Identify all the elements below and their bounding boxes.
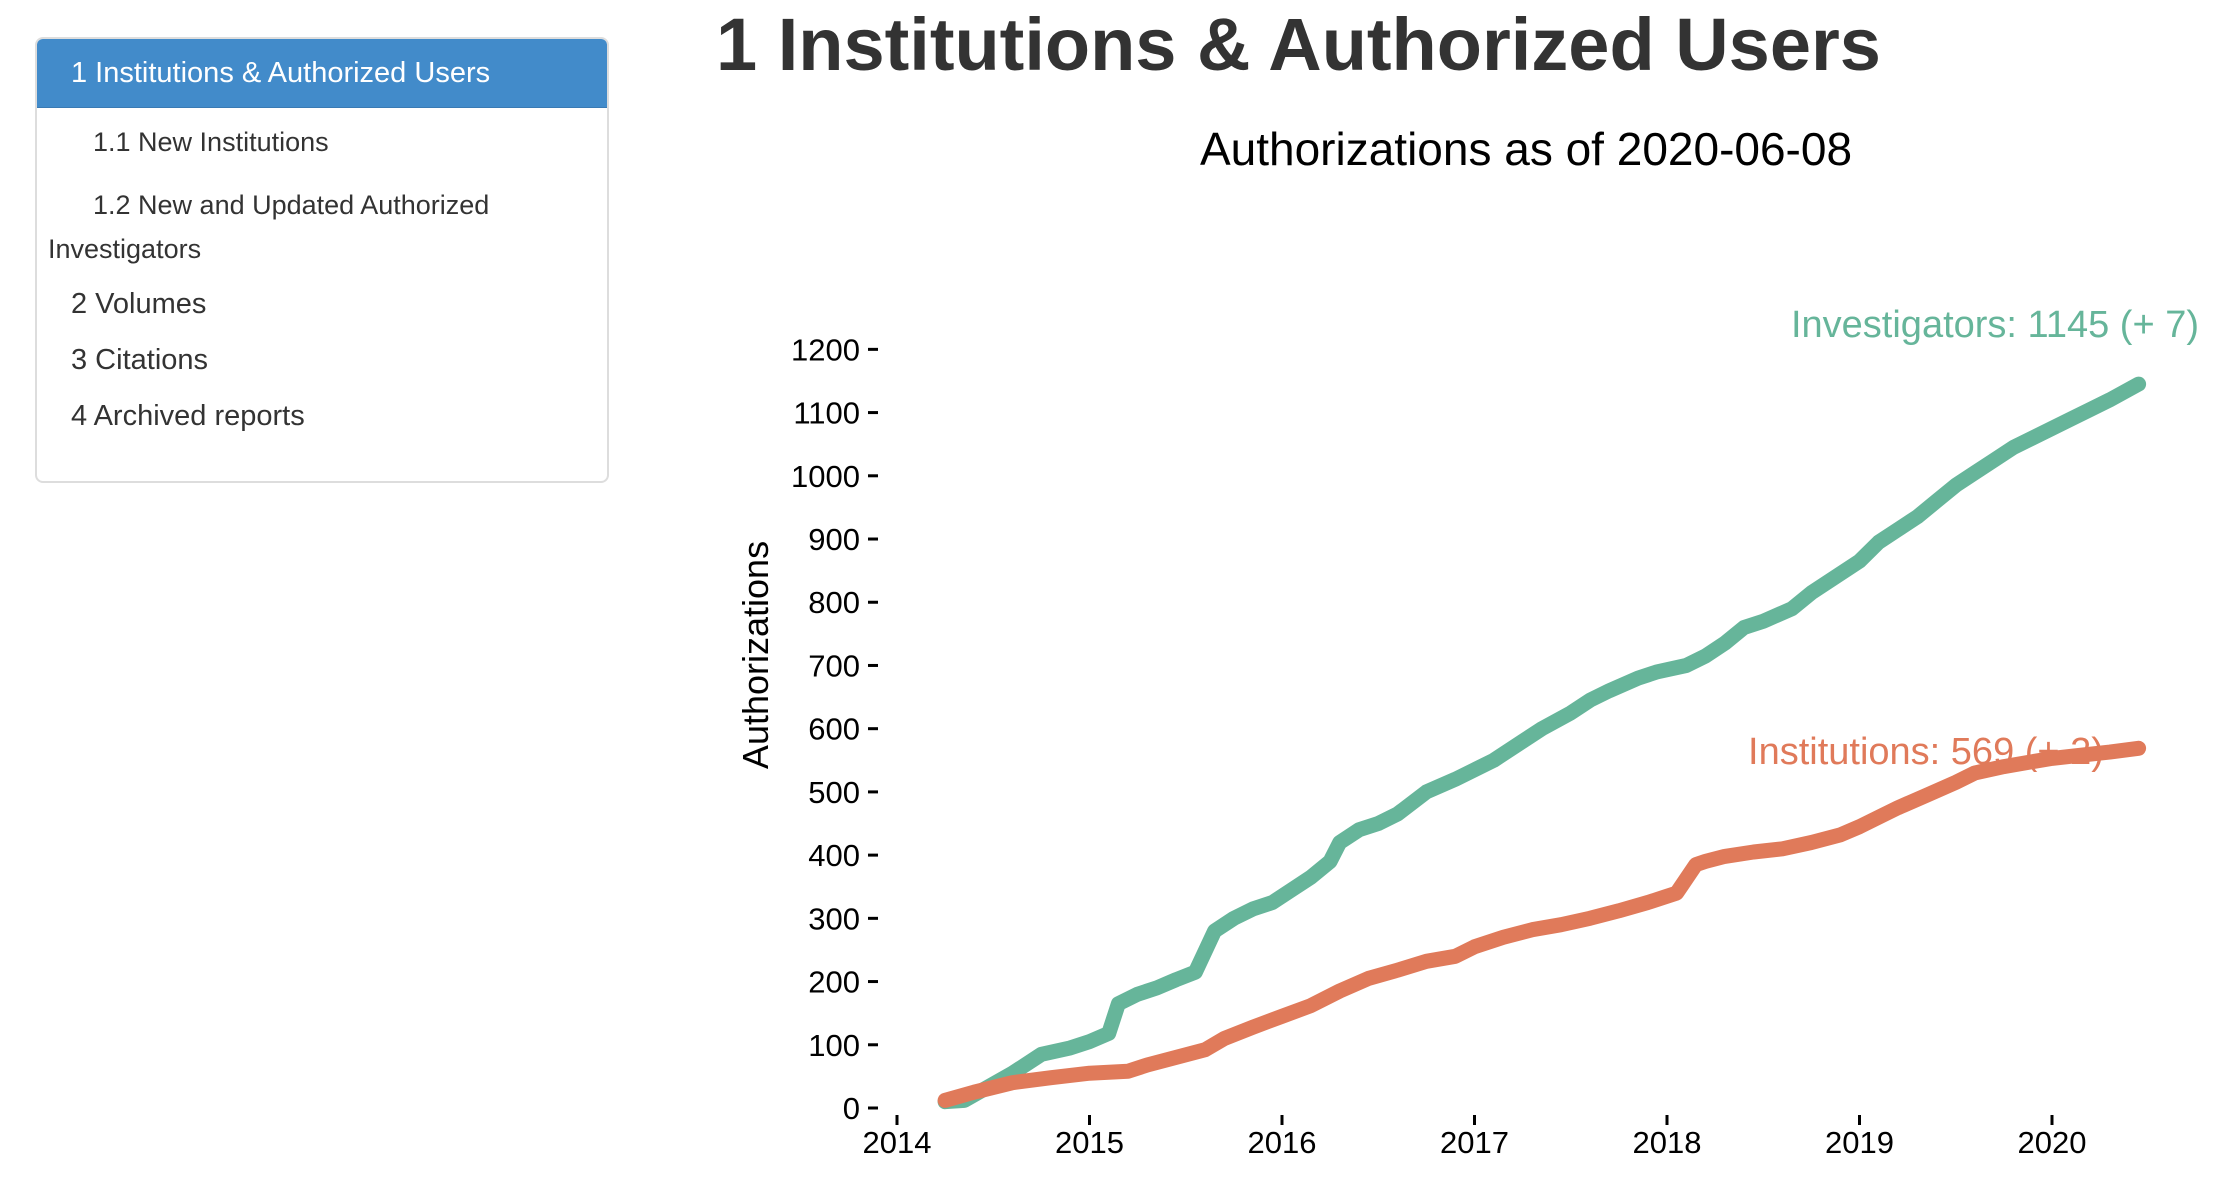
y-tick-label: 800 — [808, 585, 860, 620]
x-tick-label: 2018 — [1633, 1125, 1702, 1160]
toc-item-new-institutions[interactable]: 1.1 New Institutions — [93, 127, 329, 157]
y-tick-label: 500 — [808, 775, 860, 810]
x-tick-label: 2017 — [1440, 1125, 1509, 1160]
y-tick-label: 900 — [808, 522, 860, 557]
toc-item-citations[interactable]: 3 Citations — [71, 344, 209, 377]
y-tick-label: 400 — [808, 838, 860, 873]
x-tick-label: 2019 — [1825, 1125, 1894, 1160]
authorizations-chart: Authorizations as of 2020-06-08 Authoriz… — [735, 123, 2199, 1160]
y-tick-label: 300 — [808, 901, 860, 936]
series-label-investigators: Investigators: 1145 (+ 7) — [1791, 304, 2199, 346]
y-axis-title: Authorizations — [735, 541, 776, 769]
y-tick-label: 100 — [808, 1028, 860, 1063]
series-line-institutions — [937, 740, 2147, 1108]
y-axis: 0 100 200 300 400 500 600 700 800 900 1000 1100 1200 — [791, 332, 878, 1126]
y-tick-label: 0 — [843, 1091, 860, 1126]
toc-item-archived-reports[interactable]: 4 Archived reports — [71, 400, 305, 433]
toc-item-volumes[interactable]: 2 Volumes — [71, 288, 207, 321]
x-tick-label: 2016 — [1248, 1125, 1317, 1160]
y-tick-label: 1100 — [793, 396, 860, 431]
series-labels: Investigators: 1145 (+ 7)Institutions: 5… — [1748, 304, 2199, 773]
series-line-investigators — [937, 376, 2147, 1110]
chart-title: Authorizations as of 2020-06-08 — [1200, 123, 1852, 175]
x-tick-label: 2014 — [863, 1125, 932, 1160]
table-of-contents: 1 Institutions & Authorized Users 1.1 Ne… — [35, 37, 609, 483]
y-tick-label: 600 — [808, 712, 860, 747]
series-lines — [937, 376, 2147, 1110]
x-tick-label: 2015 — [1055, 1125, 1124, 1160]
x-tick-label: 2020 — [2018, 1125, 2087, 1160]
toc-item-institutions-authorized-users[interactable]: 1 Institutions & Authorized Users — [37, 39, 607, 108]
y-tick-label: 200 — [808, 965, 860, 1000]
toc-item-new-updated-investigators-label: 1.2 New and Updated Authorized Investiga… — [48, 189, 490, 264]
x-axis: 2014 2015 2016 2017 2018 2019 2020 — [863, 1115, 2087, 1160]
page-title: 1 Institutions & Authorized Users — [716, 3, 1881, 86]
y-tick-label: 1000 — [791, 459, 860, 494]
y-tick-label: 1200 — [791, 332, 860, 367]
y-tick-label: 700 — [808, 648, 860, 683]
toc-item-new-updated-investigators[interactable]: 1.2 New and Updated Authorized Investiga… — [37, 184, 607, 271]
